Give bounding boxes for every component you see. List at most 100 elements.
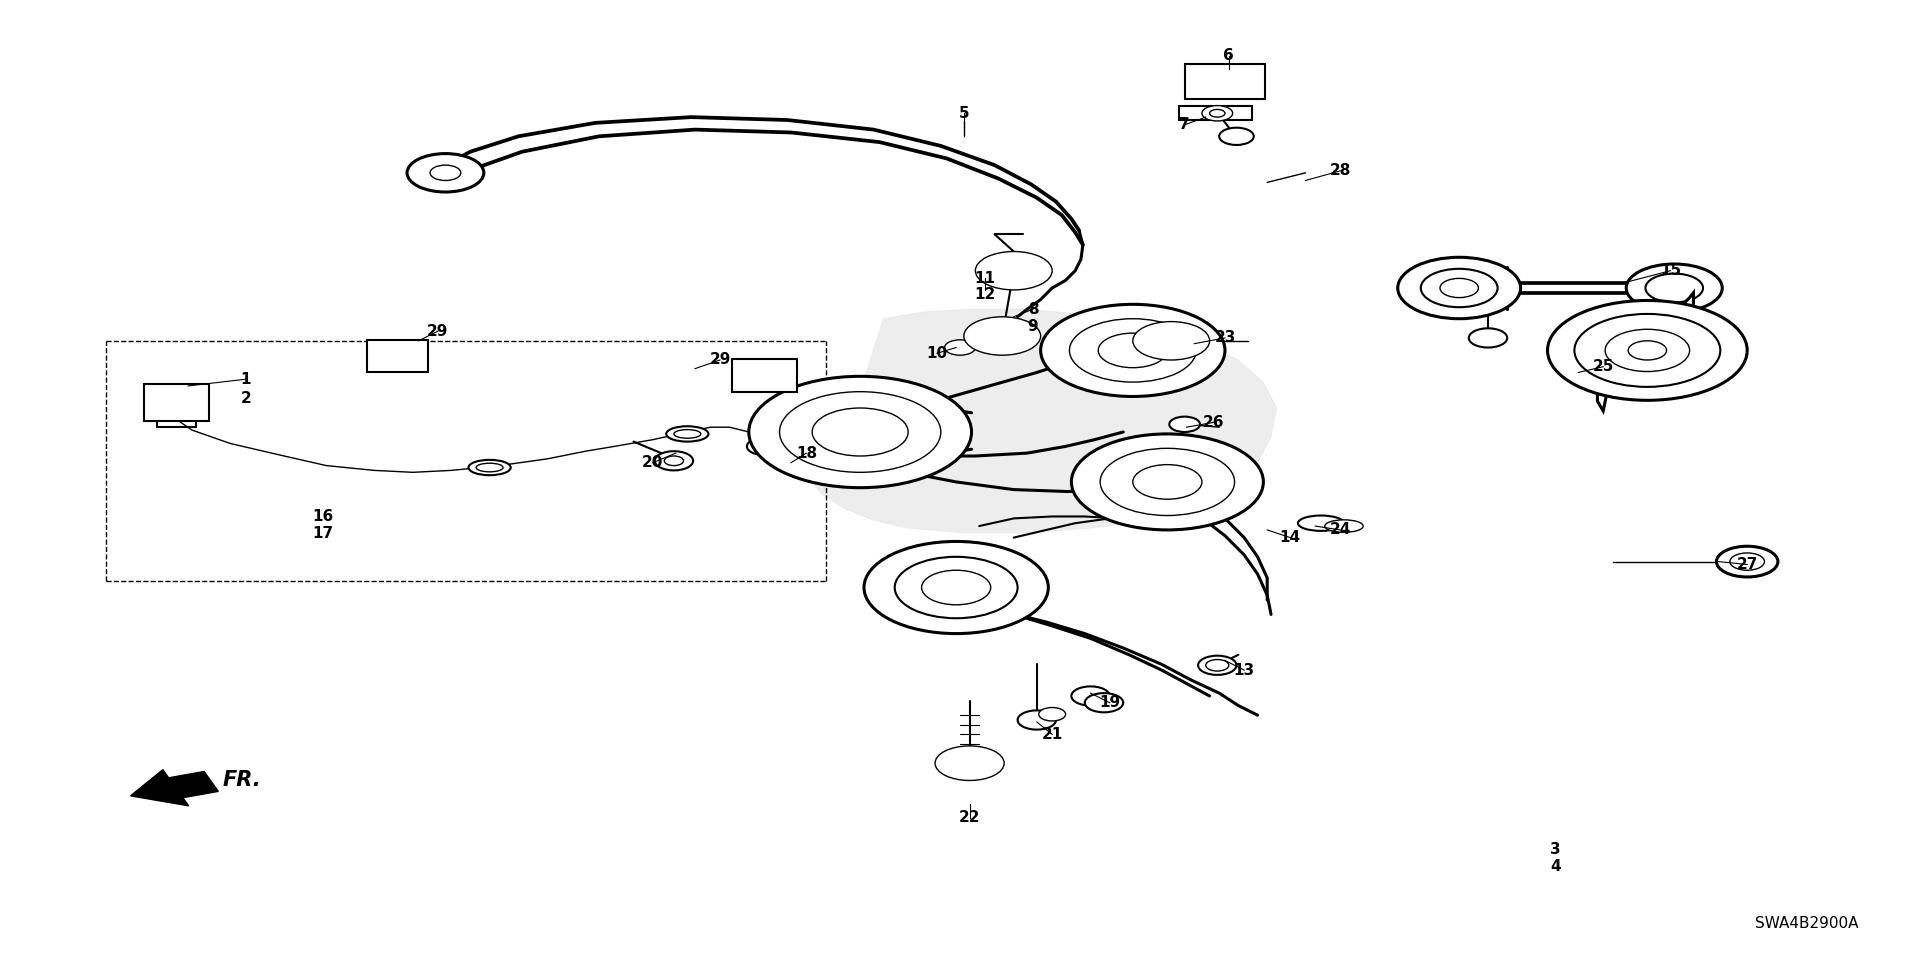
Text: 14: 14 [1279, 530, 1302, 545]
Text: 21: 21 [1041, 727, 1064, 742]
Circle shape [1098, 333, 1167, 368]
Text: 7: 7 [1179, 117, 1190, 132]
Circle shape [1041, 304, 1225, 396]
Text: 2: 2 [240, 391, 252, 406]
Circle shape [947, 752, 993, 775]
Text: 24: 24 [1329, 522, 1352, 538]
Text: 27: 27 [1736, 557, 1759, 572]
Text: 19: 19 [1098, 695, 1121, 710]
Circle shape [1144, 327, 1198, 354]
Circle shape [747, 438, 781, 455]
Text: 4: 4 [1549, 859, 1561, 875]
Circle shape [1133, 322, 1210, 360]
Ellipse shape [468, 460, 511, 475]
Circle shape [975, 753, 983, 756]
Ellipse shape [1325, 520, 1363, 532]
Ellipse shape [666, 426, 708, 442]
Text: 23: 23 [1213, 330, 1236, 346]
Circle shape [1626, 264, 1722, 312]
Circle shape [664, 456, 684, 466]
FancyBboxPatch shape [732, 359, 797, 392]
Text: 28: 28 [1329, 163, 1352, 179]
Circle shape [1071, 686, 1110, 706]
Text: 25: 25 [1592, 359, 1615, 374]
Text: 29: 29 [708, 352, 732, 368]
Text: 10: 10 [925, 346, 948, 361]
Text: 12: 12 [973, 287, 996, 302]
Circle shape [655, 451, 693, 470]
FancyBboxPatch shape [367, 340, 428, 372]
Polygon shape [1597, 293, 1693, 411]
Circle shape [975, 770, 983, 774]
Circle shape [1645, 274, 1703, 302]
Text: 29: 29 [426, 324, 449, 339]
Circle shape [1018, 710, 1056, 730]
Circle shape [1133, 465, 1202, 499]
Circle shape [1210, 109, 1225, 117]
Text: 18: 18 [795, 445, 818, 461]
Text: 16: 16 [311, 509, 334, 524]
Circle shape [935, 746, 1004, 780]
Text: 11: 11 [975, 271, 995, 286]
Circle shape [1574, 314, 1720, 387]
Circle shape [1071, 434, 1263, 530]
Circle shape [998, 263, 1029, 278]
FancyArrow shape [131, 770, 219, 805]
Circle shape [864, 541, 1048, 634]
Circle shape [922, 570, 991, 605]
Circle shape [1469, 328, 1507, 348]
Circle shape [1069, 319, 1196, 382]
Circle shape [975, 323, 1029, 349]
Circle shape [1716, 546, 1778, 577]
FancyBboxPatch shape [1185, 64, 1265, 99]
Text: 9: 9 [1027, 319, 1039, 334]
Text: 13: 13 [1233, 662, 1256, 678]
Text: 3: 3 [1549, 842, 1561, 857]
Ellipse shape [674, 429, 701, 438]
Polygon shape [797, 309, 1277, 533]
FancyBboxPatch shape [144, 384, 209, 421]
Circle shape [1421, 269, 1498, 307]
Circle shape [1730, 553, 1764, 570]
Circle shape [975, 252, 1052, 290]
Text: 15: 15 [1659, 263, 1682, 278]
Circle shape [945, 340, 975, 355]
Circle shape [956, 753, 964, 756]
Circle shape [1198, 656, 1236, 675]
Circle shape [1169, 417, 1200, 432]
Circle shape [985, 761, 993, 765]
Circle shape [407, 154, 484, 192]
Text: 8: 8 [1027, 301, 1039, 317]
Circle shape [947, 761, 954, 765]
Circle shape [1156, 333, 1187, 348]
Ellipse shape [1298, 516, 1344, 531]
Circle shape [1628, 341, 1667, 360]
Circle shape [430, 165, 461, 180]
Text: SWA4B2900A: SWA4B2900A [1755, 916, 1859, 931]
Circle shape [1440, 278, 1478, 298]
Circle shape [1039, 708, 1066, 721]
Text: 1: 1 [240, 372, 252, 387]
Ellipse shape [801, 468, 824, 477]
Ellipse shape [476, 464, 503, 471]
Circle shape [956, 770, 964, 774]
Text: 26: 26 [1202, 415, 1225, 430]
Circle shape [749, 376, 972, 488]
Circle shape [1100, 448, 1235, 516]
Circle shape [812, 408, 908, 456]
Circle shape [895, 557, 1018, 618]
Text: 5: 5 [958, 106, 970, 121]
Circle shape [1202, 106, 1233, 121]
Circle shape [1085, 693, 1123, 712]
Circle shape [1548, 300, 1747, 400]
Text: 20: 20 [641, 455, 664, 470]
Circle shape [987, 328, 1018, 344]
Circle shape [780, 392, 941, 472]
Circle shape [1398, 257, 1521, 319]
Circle shape [964, 317, 1041, 355]
Text: 6: 6 [1223, 48, 1235, 63]
Circle shape [1206, 660, 1229, 671]
Circle shape [1605, 329, 1690, 372]
Text: 17: 17 [311, 526, 334, 541]
Text: FR.: FR. [223, 770, 261, 789]
